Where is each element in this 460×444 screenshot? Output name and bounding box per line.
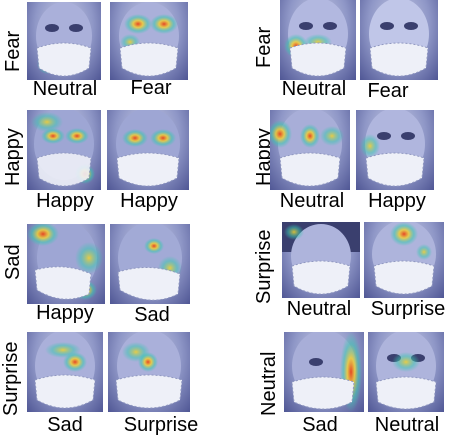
prediction-label: Neutral	[286, 298, 352, 320]
row-label: Fear	[2, 30, 24, 72]
face-heatmap-image	[284, 332, 364, 412]
prediction-label: Surprise	[370, 298, 446, 320]
face-heatmap-image	[270, 110, 350, 190]
face-heatmap-image	[280, 0, 356, 80]
face-heatmap-image	[27, 332, 103, 412]
prediction-label: Surprise	[123, 414, 199, 436]
prediction-label: Happy	[36, 302, 94, 324]
face-heatmap-image	[368, 332, 444, 412]
face-heatmap-image	[27, 224, 105, 304]
face-heatmap-image	[356, 110, 434, 190]
prediction-label: Sad	[302, 414, 338, 436]
face-heatmap-image	[110, 2, 188, 80]
face-heatmap-image	[282, 222, 360, 298]
row-label: Surprise	[0, 341, 22, 416]
prediction-label: Fear	[367, 80, 409, 102]
face-heatmap-image	[27, 110, 101, 190]
face-heatmap-image	[360, 0, 438, 80]
prediction-label: Neutral	[279, 190, 345, 212]
prediction-label: Sad	[134, 304, 170, 326]
prediction-label: Neutral	[32, 78, 98, 100]
prediction-label: Fear	[130, 77, 172, 99]
row-label: Happy	[2, 128, 24, 186]
prediction-label: Happy	[368, 190, 426, 212]
face-heatmap-image	[27, 2, 101, 80]
prediction-label: Happy	[120, 190, 178, 212]
row-label: Fear	[253, 26, 275, 68]
prediction-label: Neutral	[374, 414, 440, 436]
face-heatmap-image	[110, 224, 190, 304]
prediction-label: Neutral	[281, 78, 347, 100]
row-label: Surprise	[253, 229, 275, 304]
row-label: Neutral	[258, 351, 280, 416]
face-heatmap-image	[108, 332, 190, 412]
row-label: Sad	[2, 244, 24, 280]
face-heatmap-image	[107, 110, 189, 190]
prediction-label: Sad	[47, 414, 83, 436]
prediction-label: Happy	[36, 190, 94, 212]
face-heatmap-image	[364, 222, 444, 298]
